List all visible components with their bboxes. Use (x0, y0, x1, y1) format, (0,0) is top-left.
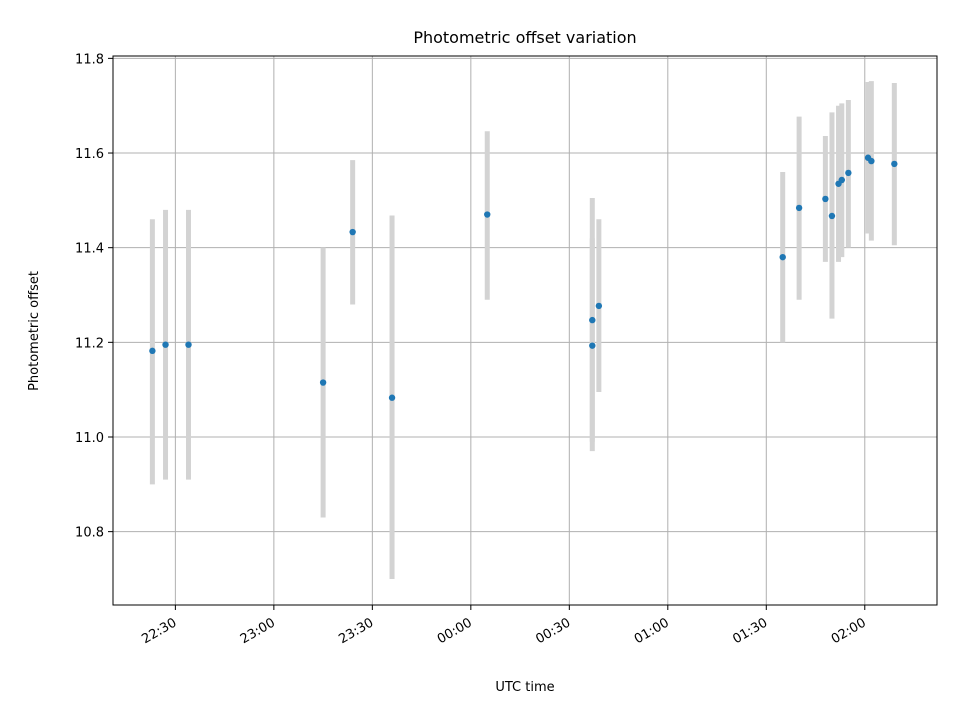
data-point (795, 204, 803, 212)
data-point (162, 341, 169, 348)
plot-frame (112, 55, 938, 606)
y-tick-label: 11.6 (75, 147, 104, 162)
data-point (349, 228, 356, 236)
data-point (595, 302, 603, 310)
data-point (845, 169, 852, 177)
data-point (828, 212, 836, 220)
data-point (185, 341, 192, 348)
data-point (838, 176, 845, 184)
data-point (589, 342, 596, 349)
y-tick-label: 10.8 (75, 526, 104, 541)
data-point (779, 253, 786, 261)
data-point (388, 394, 396, 401)
data-point (891, 160, 898, 168)
y-tick-label: 11.0 (75, 431, 104, 446)
data-point (484, 211, 491, 218)
y-axis-label: Photometric offset (27, 271, 42, 391)
y-tick-label: 11.8 (75, 52, 104, 67)
chart-title: Photometric offset variation (413, 28, 636, 47)
y-tick-label: 11.2 (75, 336, 104, 351)
y-tick-label: 11.4 (75, 242, 104, 257)
y-axis-ticks: 10.8 11.0 11.2 11.4 11.6 11.8 (75, 52, 113, 541)
data-point (319, 379, 327, 386)
data-point (868, 157, 875, 165)
data-point (589, 316, 596, 324)
data-point (822, 195, 829, 203)
data-points (149, 154, 898, 401)
data-point (149, 347, 156, 355)
x-axis-label: UTC time (495, 680, 554, 695)
